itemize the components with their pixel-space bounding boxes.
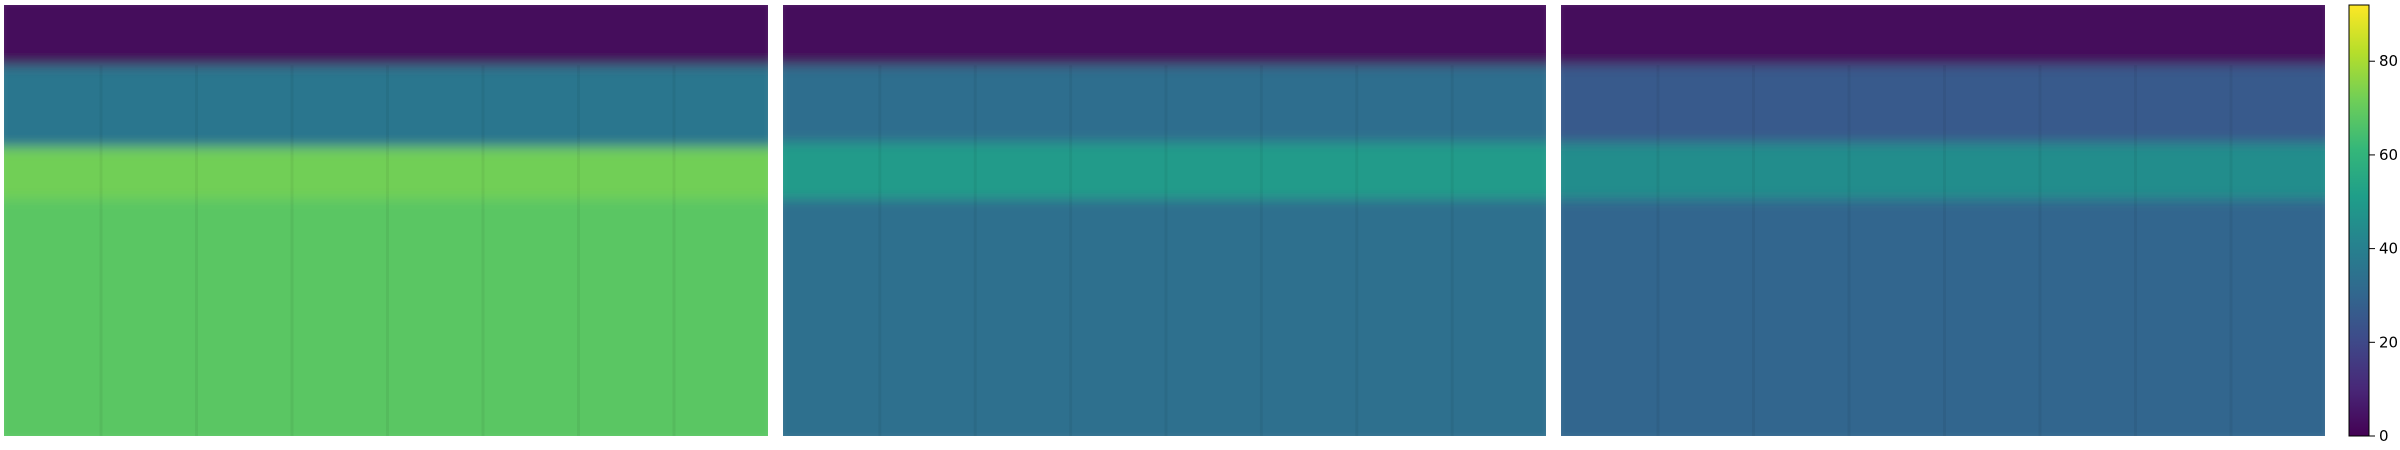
colorbar-gradient: [2349, 5, 2369, 436]
heatmap-band: [4, 147, 768, 199]
heatmap-band: [1561, 65, 2325, 143]
heatmap-structure: [386, 65, 389, 436]
heatmap-structure: [1656, 65, 1660, 436]
heatmap-structure: [1752, 65, 1755, 436]
heatmap-structure: [99, 65, 103, 436]
heatmap-structure: [1355, 65, 1359, 436]
heatmap-structure: [1943, 65, 1946, 436]
heatmap-band: [4, 198, 768, 436]
colorbar-tick-label: 80: [2379, 52, 2398, 70]
colorbar-tick-label: 60: [2379, 146, 2398, 164]
colorbar-ticks: 0 20 40 60 80: [2369, 52, 2398, 445]
heatmap-structure: [1450, 65, 1454, 436]
heatmap-structure: [195, 65, 198, 436]
heatmap-structure: [2134, 65, 2137, 436]
heatmap-structure: [878, 65, 882, 436]
heatmap-band: [4, 65, 768, 148]
heatmap-band: [4, 5, 768, 66]
heatmap-structure: [1164, 65, 1168, 436]
colorbar-tick-label: 0: [2379, 427, 2389, 445]
heatmap-panel-2: [783, 5, 1546, 436]
heatmap-structure: [2038, 65, 2042, 436]
heatmap-band: [1561, 198, 2325, 436]
heatmap-structure: [290, 65, 294, 436]
heatmap-structure: [2229, 65, 2233, 436]
colorbar-frame: [2348, 4, 2370, 437]
heatmap-structure: [481, 65, 485, 436]
heatmap-panel-1: [4, 5, 768, 436]
heatmap-structure: [577, 65, 580, 436]
heatmap-structure: [973, 65, 977, 436]
colorbar-tick-label: 40: [2379, 240, 2398, 258]
heatmap-structure: [1847, 65, 1851, 436]
heatmap-structure: [1069, 65, 1073, 436]
heatmap-band: [1561, 142, 2325, 199]
heatmap-band: [783, 5, 1546, 66]
heatmap-band: [783, 198, 1546, 436]
colorbar: 0 20 40 60 80: [2348, 4, 2398, 445]
heatmap-band: [783, 142, 1546, 199]
heatmap-structure: [672, 65, 676, 436]
heatmap-band: [1561, 5, 2325, 66]
heatmap-structure: [1259, 65, 1263, 436]
heatmap-band: [783, 65, 1546, 143]
colorbar-tick-label: 20: [2379, 333, 2398, 351]
heatmap-panel-3: [1561, 5, 2325, 436]
